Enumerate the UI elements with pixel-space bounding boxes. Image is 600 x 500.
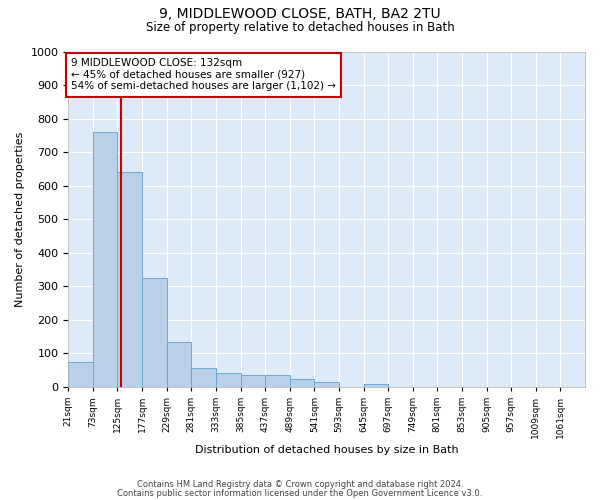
Bar bbox=[216, 374, 241, 387]
Bar bbox=[68, 362, 93, 387]
Text: 9, MIDDLEWOOD CLOSE, BATH, BA2 2TU: 9, MIDDLEWOOD CLOSE, BATH, BA2 2TU bbox=[159, 8, 441, 22]
Text: Contains public sector information licensed under the Open Government Licence v3: Contains public sector information licen… bbox=[118, 488, 482, 498]
Y-axis label: Number of detached properties: Number of detached properties bbox=[15, 132, 25, 307]
Bar bbox=[364, 384, 388, 387]
Bar bbox=[167, 342, 191, 387]
X-axis label: Distribution of detached houses by size in Bath: Distribution of detached houses by size … bbox=[195, 445, 458, 455]
Text: Contains HM Land Registry data © Crown copyright and database right 2024.: Contains HM Land Registry data © Crown c… bbox=[137, 480, 463, 489]
Text: Size of property relative to detached houses in Bath: Size of property relative to detached ho… bbox=[146, 21, 454, 34]
Text: 9 MIDDLEWOOD CLOSE: 132sqm
← 45% of detached houses are smaller (927)
54% of sem: 9 MIDDLEWOOD CLOSE: 132sqm ← 45% of deta… bbox=[71, 58, 336, 92]
Bar bbox=[191, 368, 216, 387]
Bar bbox=[290, 378, 314, 387]
Bar bbox=[93, 132, 118, 387]
Bar bbox=[265, 375, 290, 387]
Bar bbox=[118, 172, 142, 387]
Bar bbox=[314, 382, 339, 387]
Bar bbox=[142, 278, 167, 387]
Bar bbox=[241, 375, 265, 387]
